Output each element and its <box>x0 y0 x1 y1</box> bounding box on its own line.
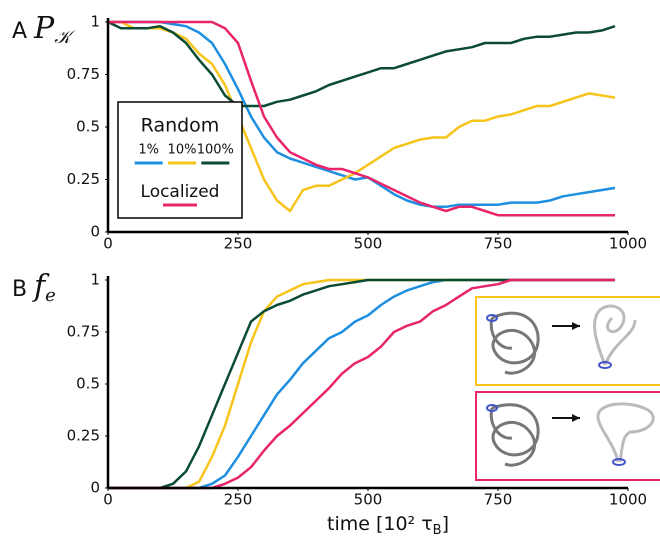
series-line <box>107 20 616 108</box>
series-line <box>108 20 616 213</box>
y-tick-label: 0 <box>90 479 100 497</box>
y-tick-label: 0.25 <box>67 427 100 445</box>
x-tick-label: 750 <box>484 491 513 509</box>
legend-label: Localized <box>141 182 220 202</box>
inset-10 <box>475 296 660 386</box>
panel-label: A <box>12 19 27 44</box>
panel-label: B <box>12 277 27 302</box>
x-tick-label: 1000 <box>609 235 647 253</box>
y-tick-label: 0 <box>90 223 100 241</box>
y-tick-label: 0.5 <box>76 375 100 393</box>
x-axis-label-end: ] <box>442 513 449 535</box>
x-tick-label: 0 <box>103 235 113 253</box>
x-tick-label: 250 <box>224 491 253 509</box>
y-axis-label-main: P <box>33 11 55 46</box>
x-tick-label: 0 <box>103 491 113 509</box>
y-tick-label: 1 <box>90 271 100 289</box>
y-tick-label: 0.75 <box>67 323 100 341</box>
y-axis-label-sub: e <box>45 285 56 306</box>
panel: A P𝒦 0 0.25 0.5 0.75 1 0 250 500 750 1000 Random 1% 10… <box>12 11 647 253</box>
x-tick-label: 500 <box>354 491 383 509</box>
y-tick-label: 0.5 <box>76 118 100 136</box>
legend-title: Random <box>141 115 220 137</box>
x-tick-label: 500 <box>354 235 383 253</box>
y-axis-label: fe <box>32 269 56 306</box>
y-tick-label: 0.75 <box>67 65 100 83</box>
inset-localized <box>475 391 660 481</box>
y-tick-label: 0.25 <box>67 170 100 188</box>
x-tick-label: 1000 <box>609 491 647 509</box>
series-line <box>108 20 616 209</box>
y-tick-label: 1 <box>90 13 100 31</box>
legend: Random 1% 10% 100% Localized <box>117 101 243 219</box>
x-axis-label-sub: B <box>433 523 442 538</box>
y-axis-label: P𝒦 <box>33 11 76 48</box>
series-line <box>108 20 615 217</box>
legend-label: 1% <box>138 143 159 158</box>
y-axis-label-sub: 𝒦 <box>54 27 76 48</box>
x-axis-label: time [10² τB] <box>327 513 449 538</box>
x-axis-label-main: time [10² τ <box>327 513 433 535</box>
legend-label: 100% <box>197 143 234 158</box>
x-tick-label: 250 <box>224 235 253 253</box>
legend-box <box>117 101 243 219</box>
legend-label: 10% <box>168 143 197 158</box>
x-tick-label: 750 <box>484 235 513 253</box>
